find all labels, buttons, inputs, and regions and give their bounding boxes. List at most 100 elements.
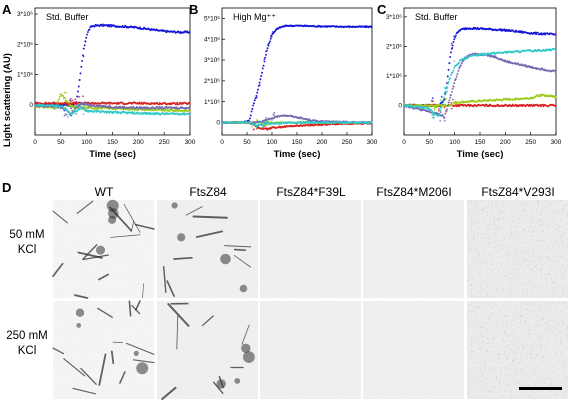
point-b-1 bbox=[252, 128, 255, 131]
point-a-4 bbox=[111, 112, 114, 115]
point-b-4 bbox=[255, 126, 258, 129]
y-tick-label-c-0: 0 bbox=[398, 103, 402, 110]
point-a-2 bbox=[108, 108, 111, 111]
y-tick-label-b-5: 5*10⁶ bbox=[204, 16, 220, 23]
point-c-1 bbox=[541, 103, 544, 106]
point-b-0 bbox=[263, 58, 266, 61]
point-b-1 bbox=[265, 127, 268, 129]
point-a-1 bbox=[140, 101, 143, 104]
point-b-0 bbox=[263, 60, 266, 63]
point-a-0 bbox=[188, 31, 191, 33]
point-c-2 bbox=[451, 103, 454, 106]
point-c-4 bbox=[438, 113, 441, 116]
point-a-2 bbox=[57, 100, 60, 103]
point-c-3 bbox=[459, 64, 462, 67]
point-c-0 bbox=[450, 42, 453, 45]
point-a-4 bbox=[84, 109, 87, 111]
point-a-2 bbox=[54, 107, 57, 110]
point-c-3 bbox=[448, 99, 451, 102]
point-b-0 bbox=[252, 104, 255, 107]
micrograph-r2-c5 bbox=[467, 301, 568, 399]
point-c-4 bbox=[452, 69, 455, 72]
point-c-3 bbox=[458, 67, 461, 70]
point-a-0 bbox=[86, 31, 89, 34]
point-c-0 bbox=[449, 55, 452, 58]
plot-frame-a bbox=[34, 7, 191, 136]
series-a-0 bbox=[34, 23, 191, 112]
point-c-0 bbox=[519, 30, 522, 33]
point-a-0 bbox=[77, 85, 80, 88]
point-c-4 bbox=[443, 97, 446, 100]
point-c-4 bbox=[453, 60, 456, 62]
point-b-2 bbox=[260, 126, 263, 129]
point-a-4 bbox=[66, 116, 69, 118]
row-label-250mm-line1: 250 mM bbox=[6, 330, 48, 342]
point-c-4 bbox=[443, 87, 446, 89]
x-tick-label-b-0: 0 bbox=[220, 139, 224, 146]
point-c-4 bbox=[430, 109, 433, 112]
point-b-0 bbox=[261, 67, 264, 70]
x-tick-label-b-3: 150 bbox=[292, 139, 303, 146]
column-label-m206i: FtsZ84*M206I bbox=[376, 185, 451, 199]
x-tick-label-b-1: 50 bbox=[243, 139, 251, 146]
point-a-4 bbox=[67, 110, 70, 113]
point-a-4 bbox=[75, 105, 77, 108]
point-c-3 bbox=[451, 87, 454, 90]
point-c-3 bbox=[517, 62, 520, 65]
micrograph-r2-c4 bbox=[363, 301, 464, 399]
point-c-4 bbox=[431, 114, 434, 116]
panel-label-b: B bbox=[189, 2, 198, 17]
point-b-0 bbox=[249, 114, 252, 117]
point-b-4 bbox=[269, 123, 272, 125]
point-a-1 bbox=[158, 103, 160, 106]
chart-panel-c: 0 1*10⁶ 2*10⁶ 3*10⁶ 0 50 100 150 200 250 300 Time (… bbox=[386, 7, 562, 160]
point-a-4 bbox=[72, 111, 75, 114]
point-a-0 bbox=[76, 95, 79, 98]
point-b-0 bbox=[261, 71, 263, 74]
point-a-4 bbox=[188, 113, 191, 116]
point-c-3 bbox=[439, 119, 442, 122]
point-c-0 bbox=[451, 44, 454, 47]
point-c-4 bbox=[453, 66, 456, 69]
point-a-4 bbox=[70, 112, 73, 115]
point-a-1 bbox=[176, 101, 179, 104]
point-a-4 bbox=[77, 103, 79, 106]
point-a-4 bbox=[78, 108, 81, 111]
point-b-0 bbox=[253, 99, 256, 102]
point-a-0 bbox=[88, 28, 91, 31]
point-c-1 bbox=[554, 104, 557, 107]
point-a-0 bbox=[69, 98, 72, 100]
point-c-0 bbox=[454, 34, 457, 37]
point-c-0 bbox=[446, 75, 449, 78]
point-b-4 bbox=[260, 121, 262, 124]
point-c-3 bbox=[449, 96, 452, 99]
point-c-0 bbox=[447, 68, 450, 71]
point-c-4 bbox=[447, 81, 450, 84]
point-c-1 bbox=[457, 103, 460, 106]
point-a-1 bbox=[179, 101, 182, 104]
point-b-0 bbox=[255, 94, 258, 97]
point-a-4 bbox=[64, 113, 67, 115]
x-tick-label-b-4: 200 bbox=[317, 139, 328, 146]
micrograph-r2-c2 bbox=[157, 301, 258, 400]
point-c-2 bbox=[481, 100, 484, 103]
point-c-2 bbox=[538, 95, 541, 98]
point-a-4 bbox=[76, 109, 79, 112]
point-a-4 bbox=[164, 113, 167, 116]
point-b-0 bbox=[256, 91, 259, 94]
point-c-1 bbox=[531, 105, 534, 108]
condition-label-b: High Mg⁺⁺ bbox=[233, 12, 276, 22]
point-c-0 bbox=[500, 28, 503, 31]
point-a-0 bbox=[81, 59, 84, 62]
point-b-0 bbox=[262, 64, 265, 67]
point-c-2 bbox=[433, 109, 436, 112]
point-c-1 bbox=[451, 98, 454, 101]
point-b-1 bbox=[268, 128, 271, 130]
point-c-3 bbox=[506, 60, 509, 63]
point-c-3 bbox=[446, 108, 448, 111]
row-label-50mm-line2: KCl bbox=[18, 244, 37, 256]
point-c-2 bbox=[439, 99, 442, 102]
point-c-3 bbox=[450, 90, 453, 93]
point-c-4 bbox=[536, 50, 538, 53]
